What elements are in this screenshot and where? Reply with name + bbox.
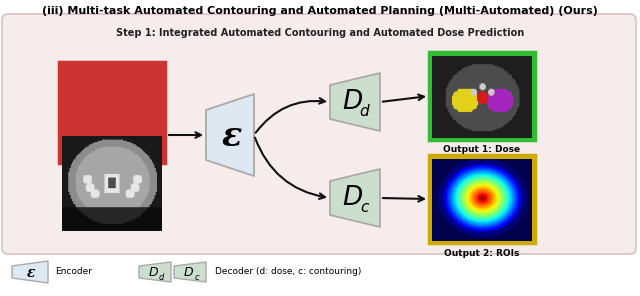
Polygon shape xyxy=(330,169,380,227)
FancyBboxPatch shape xyxy=(2,14,636,254)
Text: Step 1: Integrated Automated Contouring and Automated Dose Prediction: Step 1: Integrated Automated Contouring … xyxy=(116,28,524,38)
FancyBboxPatch shape xyxy=(59,62,165,163)
Text: ε: ε xyxy=(222,120,242,154)
Text: $\mathit{c}$: $\mathit{c}$ xyxy=(194,273,200,281)
Text: Input: CT: Input: CT xyxy=(88,170,136,178)
Text: ε: ε xyxy=(27,266,35,280)
Text: $\mathit{d}$: $\mathit{d}$ xyxy=(158,271,166,282)
Text: (iii) Multi-task Automated Contouring and Automated Planning (Multi-Automated) (: (iii) Multi-task Automated Contouring an… xyxy=(42,6,598,16)
FancyBboxPatch shape xyxy=(429,52,535,140)
Polygon shape xyxy=(206,94,254,176)
Text: $\mathit{D}$: $\mathit{D}$ xyxy=(184,266,195,279)
Text: Output 2: ROIs: Output 2: ROIs xyxy=(444,249,520,258)
Polygon shape xyxy=(12,261,48,283)
Text: $\mathit{D}$: $\mathit{D}$ xyxy=(342,185,364,211)
Polygon shape xyxy=(139,262,171,282)
Text: $\mathit{c}$: $\mathit{c}$ xyxy=(360,200,370,215)
FancyBboxPatch shape xyxy=(429,155,535,243)
Text: Encoder: Encoder xyxy=(55,268,92,276)
Text: $\mathit{D}$: $\mathit{D}$ xyxy=(342,89,364,115)
Text: Output 1: Dose: Output 1: Dose xyxy=(444,146,520,155)
Text: $\mathit{d}$: $\mathit{d}$ xyxy=(359,103,371,119)
Text: Decoder (d: dose, c: contouring): Decoder (d: dose, c: contouring) xyxy=(215,268,362,276)
Polygon shape xyxy=(330,73,380,131)
Text: $\mathit{D}$: $\mathit{D}$ xyxy=(148,266,159,279)
Polygon shape xyxy=(174,262,206,282)
